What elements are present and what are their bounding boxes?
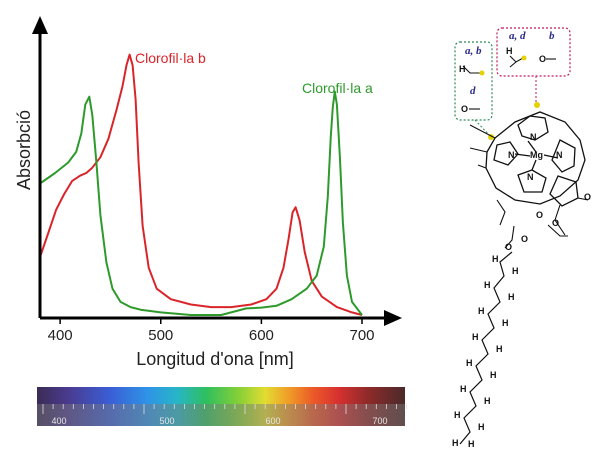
aldehyde-right-o-atom: O [539,54,546,64]
green-substituent-box [454,41,493,121]
ester-o-atom-3: O [521,234,528,244]
porphyrin-outer-ring [485,111,586,205]
vinyl-h-atom: H [459,64,466,74]
n-atom-left: N [508,150,515,160]
visible-spectrum-bar: 400 500 600 700 [37,387,408,426]
chlorophyll-molecule: a, b d H O a, d b H O Mg N N N N [452,27,591,449]
pyrrole-ring-top [517,115,549,141]
spectrum-tick-500: 500 [159,416,174,426]
ring-bonds-to-mg [514,140,559,171]
series-line-clorofilla-a [39,90,363,316]
x-tick-label-700: 700 [350,327,375,344]
series-label-clorofilla-b: Clorofil·la b [135,50,206,66]
y-axis-arrow [32,16,48,34]
ring-highlight-top [534,102,540,108]
tail-h-atom: H [452,438,459,448]
tail-h-atom: H [454,410,461,420]
ester-o-atom-4: O [505,242,512,252]
mg-atom: Mg [530,150,543,160]
n-atom-top: N [530,132,537,142]
tail-h-atom: H [484,396,491,406]
tail-h-atom: H [492,254,499,264]
tail-h-atom: H [468,439,475,449]
n-atom-right: N [556,150,563,160]
spectrum-gradient [37,387,405,426]
x-axis-arrow [384,310,402,326]
x-tick-label-400: 400 [48,327,73,344]
spectrum-scale-strip [37,404,405,426]
tail-h-atom: H [512,266,519,276]
ester-o-atom-2: O [552,218,559,228]
vinyl-group-drawing [462,65,481,74]
pyrrole-ring-left [493,141,519,166]
tail-h-atom: H [490,370,497,380]
tail-h-atom: H [496,344,503,354]
pyrrole-ring-bottom [517,169,547,193]
spectrum-tick-400: 400 [51,416,66,426]
tail-h-atom: H [508,292,515,302]
series-line-clorofilla-b [39,53,363,316]
group-label-aldehyde-right: b [549,30,555,42]
group-label-methyl: a, d [509,30,526,42]
x-tick-label-500: 500 [148,327,173,344]
group-label-vinyl: a, b [465,45,482,57]
tail-h-atom: H [460,384,467,394]
tail-h-atom: H [478,306,485,316]
group-label-aldehyde-left: d [470,85,476,97]
ketone-o-atom: O [584,192,591,202]
tail-h-atom: H [472,332,479,342]
ester-o-atom-1: O [536,210,543,220]
tail-h-atom: H [502,318,509,328]
cyclopentanone-ring [549,175,579,207]
series-label-clorofilla-a: Clorofil·la a [302,80,373,96]
x-axis-label: Longitud d'ona [nm] [136,349,294,369]
absorption-chart: 400 500 600 700 Absorbció Longitud d'ona [n… [14,16,402,369]
n-atom-bottom: N [527,172,534,182]
spectrum-tick-600: 600 [265,416,280,426]
tail-h-atom: H [478,422,485,432]
aldehyde-left-o-atom: O [461,104,468,114]
tail-h-atom: H [484,280,491,290]
methyl-group-drawing [509,55,524,68]
x-tick-label-600: 600 [249,327,274,344]
phytol-tail [459,251,513,445]
spectrum-tick-700: 700 [372,416,387,426]
side-chains [469,124,589,249]
pink-substituent-box [496,27,571,77]
y-axis-label: Absorbció [14,110,34,190]
vinyl-highlight [479,70,485,76]
methyl-highlight [521,55,527,61]
tail-h-atom: H [466,358,473,368]
methyl-h-atom: H [506,46,513,56]
